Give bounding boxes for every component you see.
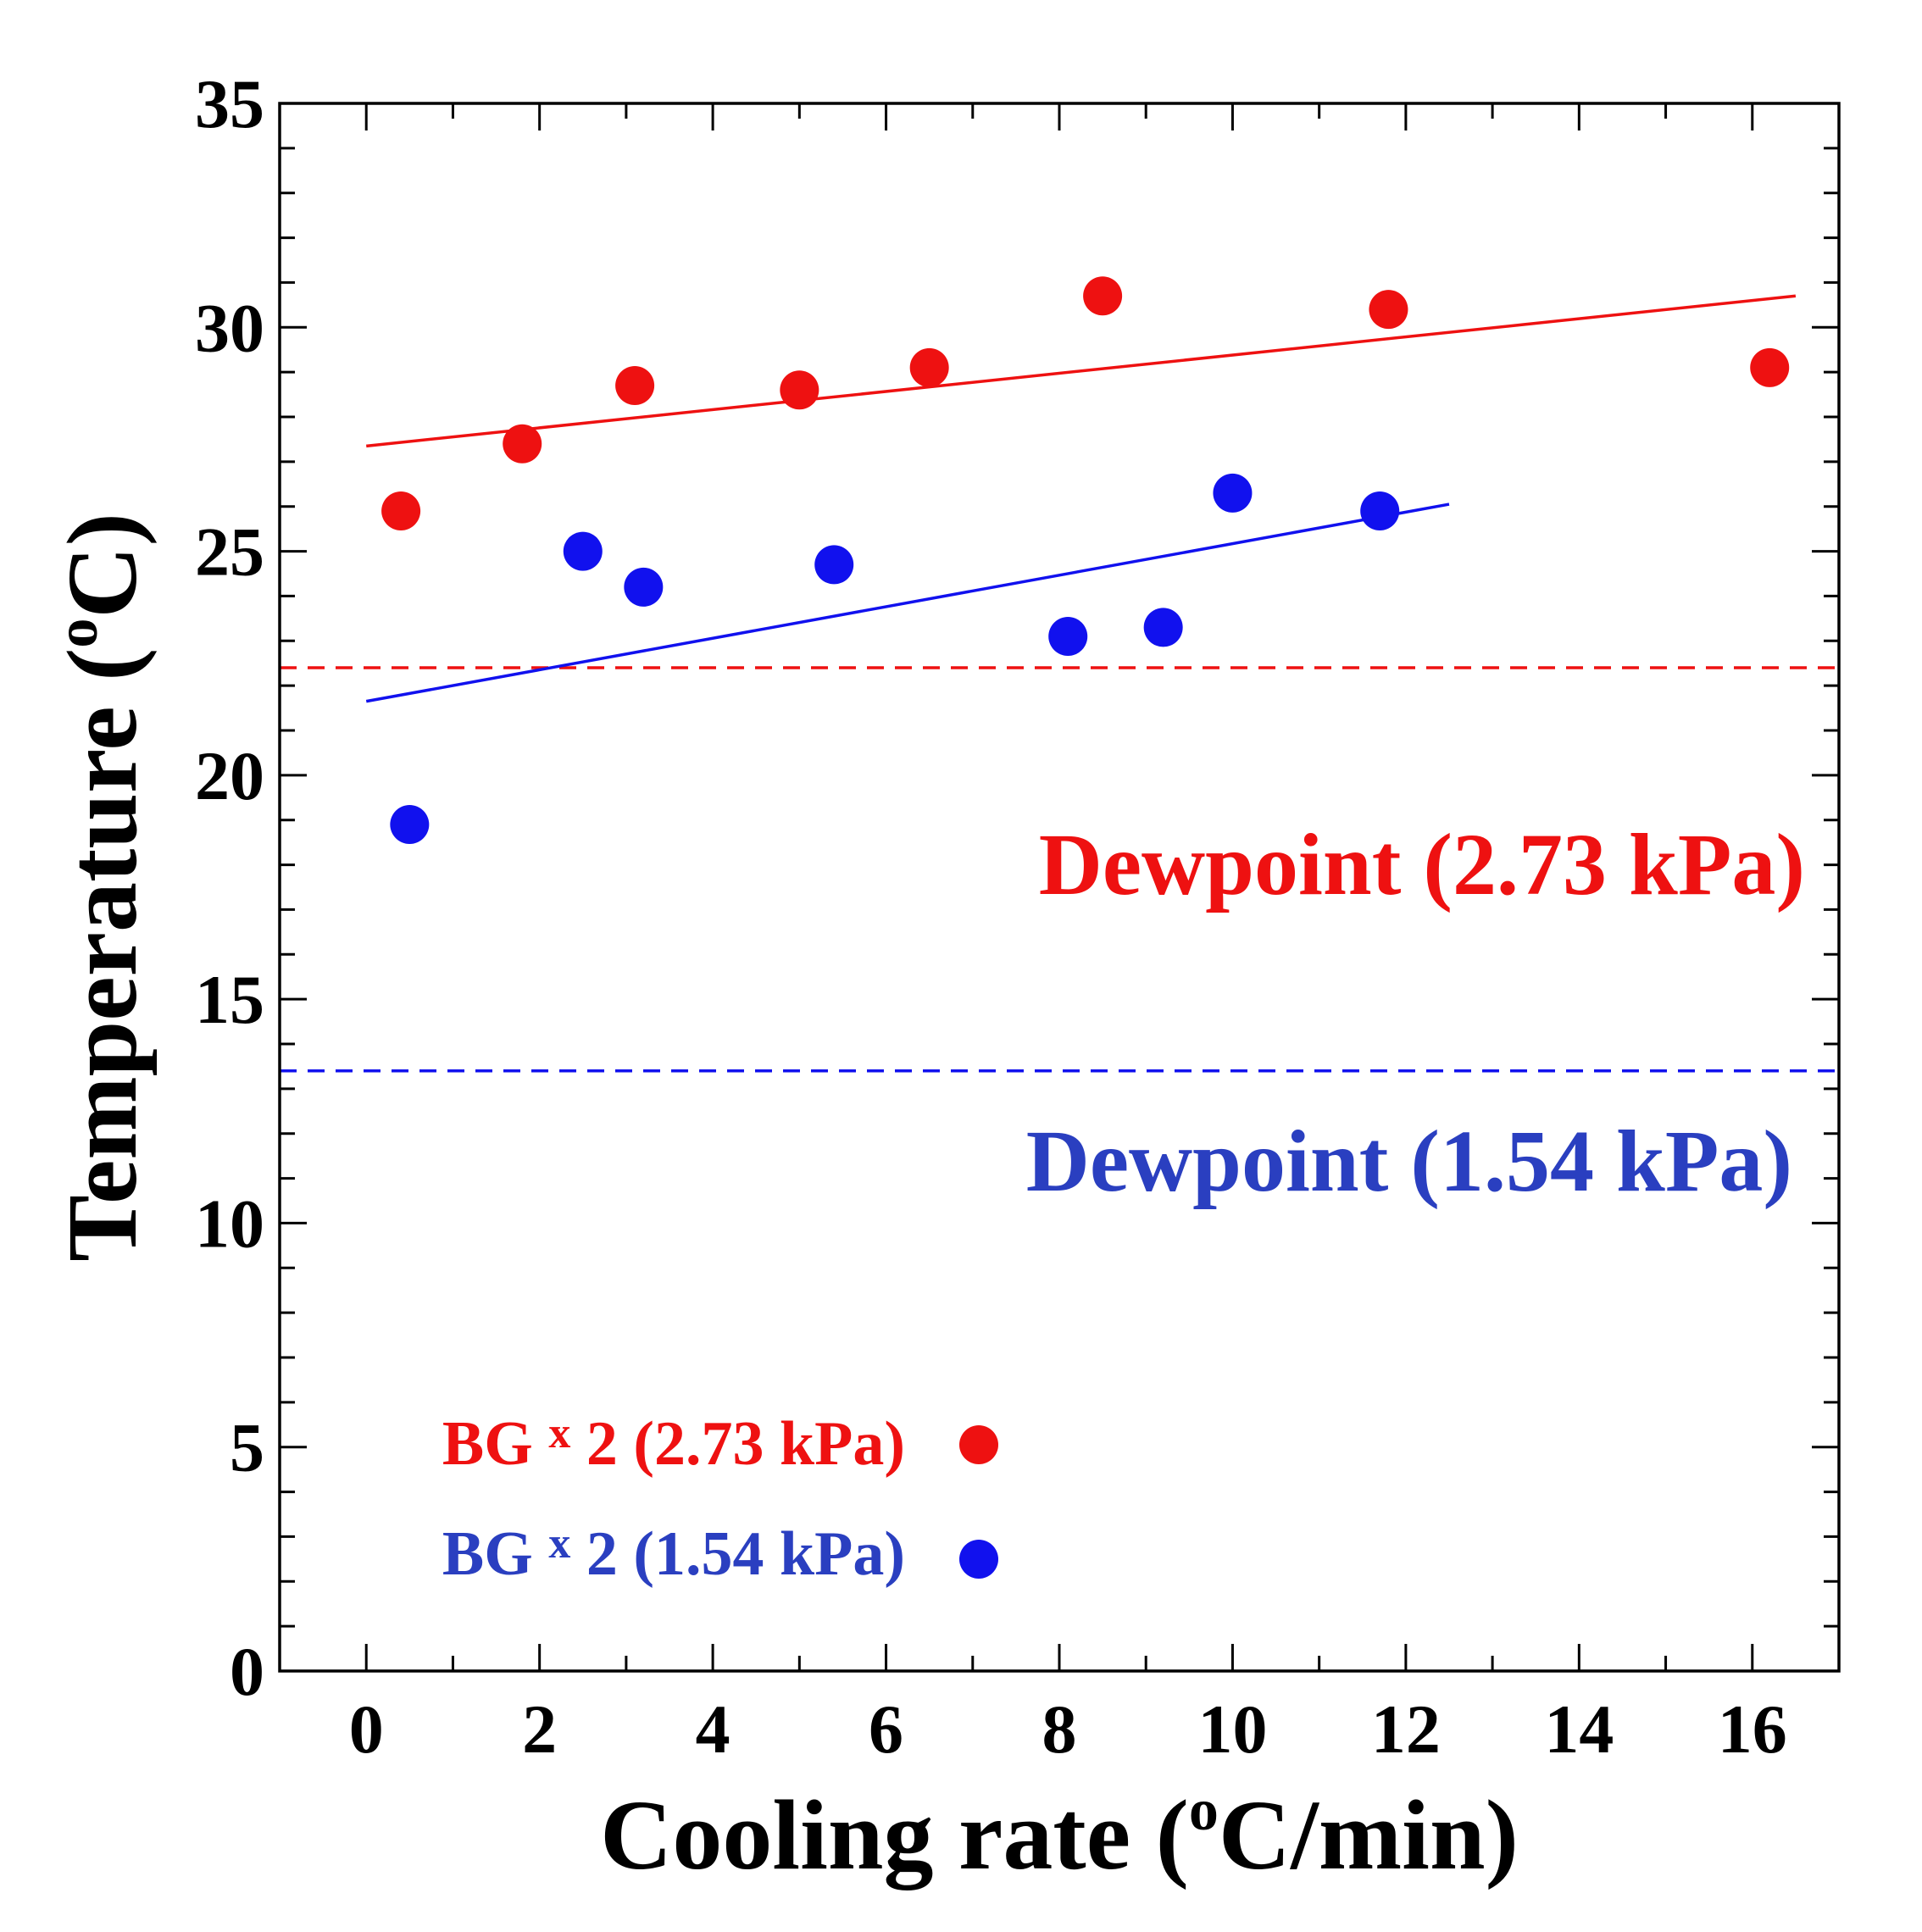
data-point-blue <box>814 545 854 585</box>
data-point-blue <box>563 531 603 571</box>
legend-label-red: BG x 2 (2.73 kPa) <box>442 1409 905 1479</box>
legend-label-blue: BG x 2 (1.54 kPa) <box>442 1519 905 1589</box>
x-tick-label: 0 <box>349 1690 384 1768</box>
data-point-red <box>1369 290 1408 330</box>
y-tick-label: 35 <box>195 65 264 142</box>
y-tick-label: 25 <box>195 514 264 591</box>
data-point-red <box>381 491 421 530</box>
x-tick-label: 4 <box>696 1690 730 1768</box>
legend-marker-blue <box>959 1540 998 1579</box>
y-tick-label: 10 <box>195 1185 264 1262</box>
x-tick-label: 10 <box>1197 1690 1267 1768</box>
legend-times-glyph: x <box>548 1519 570 1568</box>
x-tick-label: 2 <box>522 1690 557 1768</box>
dewpoint-label-blue: Dewpoint (1.54 kPa) <box>1026 1113 1792 1210</box>
y-axis-title: Temperature (oC) <box>45 513 158 1262</box>
x-tick-label: 6 <box>869 1690 903 1768</box>
y-tick-label: 5 <box>230 1409 264 1486</box>
data-point-red <box>1083 276 1123 316</box>
data-point-blue <box>1048 617 1088 656</box>
legend-times-glyph: x <box>548 1409 570 1457</box>
data-point-blue <box>1360 491 1400 530</box>
y-tick-label: 20 <box>195 737 264 814</box>
data-point-red <box>780 370 819 410</box>
legend-marker-red <box>959 1425 998 1464</box>
tick-labels: 0 2 4 6 8 10 12 14 16 0 5 10 15 20 25 30 35 <box>195 65 1787 1768</box>
dewpoint-label-red: Dewpoint (2.73 kPa) <box>1039 816 1805 913</box>
data-point-red <box>1750 347 1790 387</box>
data-point-red <box>503 424 542 464</box>
x-tick-label: 12 <box>1371 1690 1441 1768</box>
data-point-blue <box>1213 473 1253 513</box>
plot-area <box>280 276 1839 1073</box>
data-point-blue <box>1143 608 1183 647</box>
x-tick-label: 8 <box>1042 1690 1077 1768</box>
x-axis-title-sup: o <box>1189 1778 1219 1843</box>
x-tick-label: 14 <box>1544 1690 1614 1768</box>
data-point-blue <box>624 567 664 607</box>
legend: BG x 2 (2.73 kPa) BG x 2 (1.54 kPa) <box>442 1409 998 1589</box>
data-point-red <box>615 366 655 405</box>
axis-ticks <box>278 102 1841 1673</box>
data-point-blue <box>390 805 430 844</box>
y-tick-label: 0 <box>230 1633 264 1710</box>
x-tick-label: 16 <box>1718 1690 1787 1768</box>
y-axis-title-sup: o <box>45 619 110 648</box>
fit-line-red <box>366 294 1797 448</box>
fit-line-blue <box>365 502 1450 703</box>
y-tick-label: 30 <box>195 289 264 366</box>
y-tick-label: 15 <box>195 961 264 1038</box>
x-axis-title: Cooling rate (oC/min) <box>600 1778 1519 1890</box>
data-point-red <box>909 347 949 387</box>
